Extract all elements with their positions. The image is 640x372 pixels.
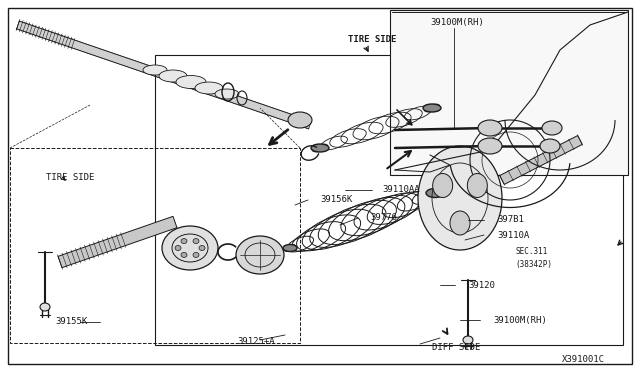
Ellipse shape bbox=[423, 104, 441, 112]
Ellipse shape bbox=[143, 65, 167, 75]
Ellipse shape bbox=[193, 253, 199, 257]
Ellipse shape bbox=[542, 121, 562, 135]
Ellipse shape bbox=[162, 226, 218, 270]
Text: 39125+A: 39125+A bbox=[237, 337, 275, 346]
Text: 39110AA: 39110AA bbox=[382, 186, 420, 195]
Ellipse shape bbox=[433, 173, 452, 198]
Text: SEC.311: SEC.311 bbox=[515, 247, 547, 257]
Text: (38342P): (38342P) bbox=[515, 260, 552, 269]
Text: 397B1: 397B1 bbox=[497, 215, 524, 224]
Text: X391001C: X391001C bbox=[562, 356, 605, 365]
Ellipse shape bbox=[283, 244, 297, 251]
Ellipse shape bbox=[236, 236, 284, 274]
Polygon shape bbox=[17, 21, 311, 129]
Ellipse shape bbox=[195, 82, 223, 94]
Ellipse shape bbox=[181, 238, 187, 244]
Bar bbox=[155, 55, 623, 345]
Text: TIRE SIDE: TIRE SIDE bbox=[46, 173, 94, 183]
Ellipse shape bbox=[199, 246, 205, 250]
Polygon shape bbox=[500, 135, 582, 185]
Ellipse shape bbox=[478, 120, 502, 136]
Ellipse shape bbox=[478, 138, 502, 154]
Text: 39156K: 39156K bbox=[320, 196, 352, 205]
Ellipse shape bbox=[215, 89, 239, 99]
Text: 39100M(RH): 39100M(RH) bbox=[493, 315, 547, 324]
Ellipse shape bbox=[40, 303, 50, 311]
Text: DIFF SIDE: DIFF SIDE bbox=[432, 343, 481, 352]
Bar bbox=[390, 10, 628, 175]
Ellipse shape bbox=[288, 112, 312, 128]
Ellipse shape bbox=[159, 70, 187, 82]
Ellipse shape bbox=[540, 139, 560, 153]
Text: TIRE SIDE: TIRE SIDE bbox=[348, 35, 396, 45]
Text: 39100M(RH): 39100M(RH) bbox=[430, 17, 484, 26]
Text: 39110A: 39110A bbox=[497, 231, 529, 240]
Ellipse shape bbox=[463, 336, 473, 344]
Ellipse shape bbox=[175, 246, 181, 250]
Ellipse shape bbox=[311, 144, 329, 152]
Bar bbox=[10, 148, 300, 343]
Ellipse shape bbox=[418, 146, 502, 250]
Ellipse shape bbox=[467, 173, 487, 198]
Ellipse shape bbox=[193, 238, 199, 244]
Polygon shape bbox=[58, 217, 177, 268]
Text: 39120: 39120 bbox=[468, 280, 495, 289]
Ellipse shape bbox=[176, 76, 206, 89]
Text: 39776: 39776 bbox=[370, 214, 397, 222]
Ellipse shape bbox=[450, 211, 470, 235]
Ellipse shape bbox=[426, 189, 444, 198]
Text: 39155K: 39155K bbox=[55, 317, 87, 327]
Ellipse shape bbox=[181, 253, 187, 257]
